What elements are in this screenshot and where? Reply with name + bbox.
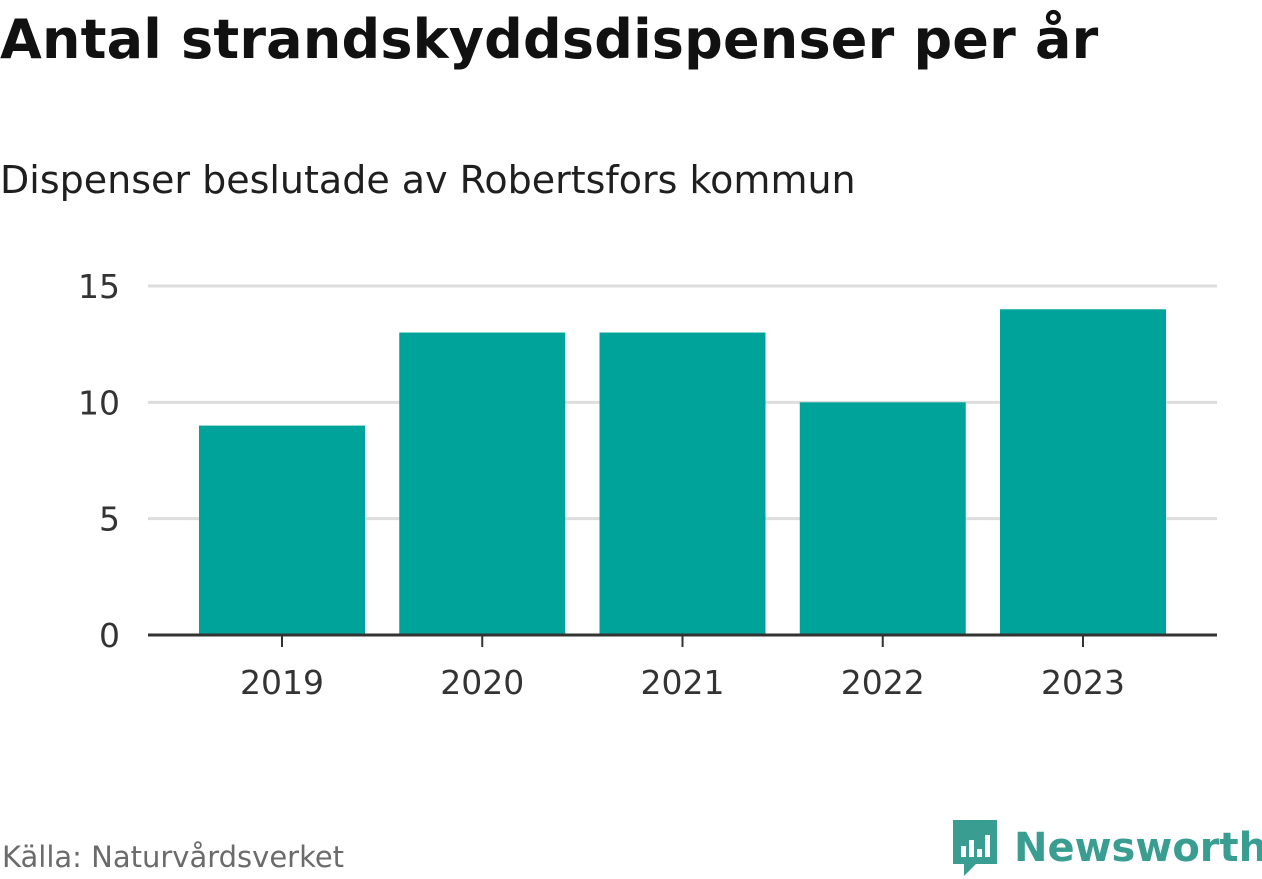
- bar: [799, 402, 966, 635]
- source-note: Källa: Naturvårdsverket: [2, 840, 345, 874]
- bar: [599, 332, 766, 635]
- bar: [199, 425, 365, 635]
- y-tick-label: 0: [99, 616, 120, 655]
- y-axis: 0 5 10 15: [78, 267, 120, 655]
- y-tick-label: 5: [99, 500, 120, 539]
- x-tick-label: 2021: [641, 663, 725, 702]
- x-tick-label: 2020: [440, 663, 524, 702]
- newsworthy-logo-icon: [953, 820, 997, 876]
- newsworthy-logo: Newsworthy: [950, 818, 1262, 878]
- bar: [1000, 309, 1166, 635]
- y-tick-label: 10: [78, 383, 120, 422]
- chart-title: Antal strandskyddsdispenser per år: [0, 8, 1099, 71]
- bar: [399, 332, 566, 635]
- y-tick-label: 15: [78, 267, 120, 306]
- x-tick-label: 2022: [841, 663, 925, 702]
- x-axis: 2019 2020 2021 2022 2023: [148, 633, 1217, 702]
- bars: [199, 309, 1166, 635]
- bar-chart: 2019 2020 2021 2022 2023 0 5 10 15: [78, 267, 1217, 702]
- x-tick-label: 2019: [240, 663, 324, 702]
- x-tick-label: 2023: [1041, 663, 1125, 702]
- chart-subtitle: Dispenser beslutade av Robertsfors kommu…: [0, 158, 856, 202]
- brand-name: Newsworthy: [1014, 825, 1262, 871]
